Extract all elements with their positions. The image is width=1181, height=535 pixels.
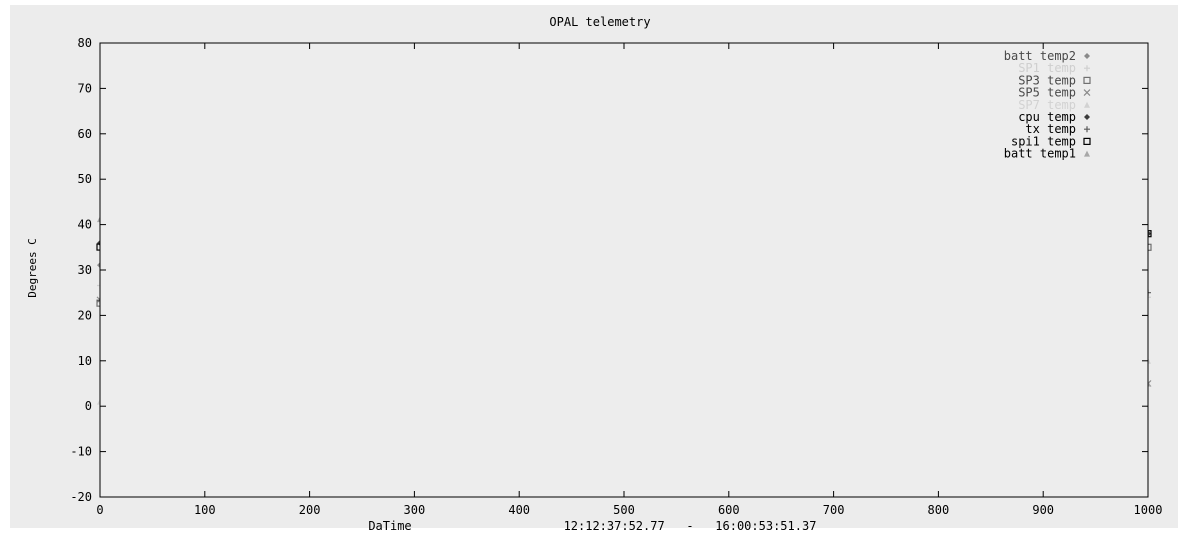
legend-label: batt temp2	[1004, 49, 1076, 63]
legend-marker	[1084, 65, 1090, 72]
y-tick-label: 0	[85, 399, 92, 413]
plot-area	[99, 42, 1149, 498]
y-tick-label: -10	[70, 445, 92, 459]
x-tick-label: 100	[194, 503, 216, 517]
y-axis-label: Degrees C	[26, 238, 39, 298]
x-tick-label: 600	[718, 503, 740, 517]
x-tick-label: 400	[508, 503, 530, 517]
legend-marker	[1084, 150, 1090, 157]
x-tick-label: 200	[299, 503, 321, 517]
x-tick-label: 1000	[1134, 503, 1163, 517]
chart-title: OPAL telemetry	[549, 15, 650, 29]
y-tick-label: 60	[78, 127, 92, 141]
legend-marker	[1083, 137, 1091, 145]
legend-marker	[1084, 114, 1090, 120]
legend-label: SP7 temp	[1018, 98, 1076, 112]
y-tick-label: 70	[78, 81, 92, 95]
x-tick-label: 0	[96, 503, 103, 517]
x-tick-label: 300	[404, 503, 426, 517]
x-axis-time-range: 12:12:37:52.77 - 16:00:53:51.37	[564, 519, 817, 533]
x-tick-label: 500	[613, 503, 635, 517]
y-tick-label: 20	[78, 308, 92, 322]
y-tick-label: 50	[78, 172, 92, 186]
y-tick-label: -20	[70, 490, 92, 504]
legend-marker	[1083, 89, 1091, 97]
legend-marker	[1084, 101, 1090, 108]
x-axis-label: DaTime	[368, 519, 411, 533]
y-tick-label: 30	[78, 263, 92, 277]
legend-label: spi1 temp	[1011, 134, 1076, 148]
x-tick-label: 900	[1032, 503, 1054, 517]
legend-label: tx temp	[1025, 122, 1076, 136]
x-tick-label: 800	[928, 503, 950, 517]
legend-label: SP5 temp	[1018, 86, 1076, 100]
legend-label: batt temp1	[1004, 147, 1076, 161]
y-tick-label: 40	[78, 218, 92, 232]
legend-marker	[1084, 53, 1090, 59]
legend-label: SP3 temp	[1018, 73, 1076, 87]
y-tick-label: 80	[78, 36, 92, 50]
x-tick-label: 700	[823, 503, 845, 517]
legend-label: cpu temp	[1018, 110, 1076, 124]
legend-marker	[1083, 76, 1091, 85]
legend-marker	[1084, 126, 1090, 133]
y-tick-label: 10	[78, 354, 92, 368]
legend-label: SP1 temp	[1018, 61, 1076, 75]
